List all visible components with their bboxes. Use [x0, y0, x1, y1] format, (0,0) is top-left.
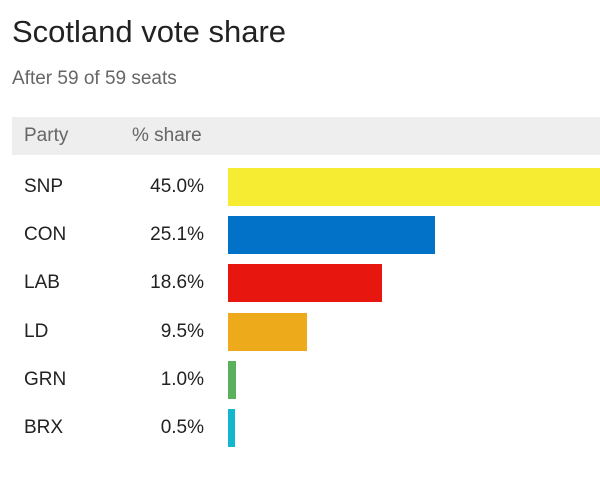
bar-snp: [228, 168, 600, 206]
bar-con: [228, 216, 436, 255]
table-row: LAB 18.6%: [0, 264, 600, 304]
chart-title: Scotland vote share: [12, 14, 287, 49]
table-row: LD 9.5%: [0, 312, 600, 353]
share-value: 1.0%: [160, 368, 204, 390]
share-value: 0.5%: [160, 417, 204, 438]
table-row: GRN 1.0%: [0, 360, 600, 401]
chart-subtitle: After 59 of 59 seats: [12, 68, 177, 89]
party-label: LAB: [24, 272, 60, 294]
party-label: BRX: [24, 417, 64, 438]
bar-ld: [228, 312, 307, 351]
party-label: SNP: [24, 176, 64, 197]
party-column-header: Party: [24, 125, 69, 146]
share-value: 45.0%: [150, 176, 204, 197]
table-row: SNP 45.0%: [0, 168, 600, 208]
bar-brx: [228, 409, 235, 447]
table-header: Party % share: [12, 117, 600, 155]
party-label: LD: [24, 320, 49, 342]
party-label: GRN: [24, 368, 67, 390]
share-value: 9.5%: [160, 320, 204, 342]
share-column-header: % share: [132, 125, 202, 146]
share-value: 18.6%: [150, 272, 204, 294]
party-label: CON: [24, 224, 67, 246]
bar-grn: [228, 360, 237, 399]
table-row: CON 25.1%: [0, 216, 600, 256]
share-value: 25.1%: [150, 224, 204, 246]
bar-lab: [228, 264, 382, 303]
table-row: BRX 0.5%: [0, 409, 600, 449]
